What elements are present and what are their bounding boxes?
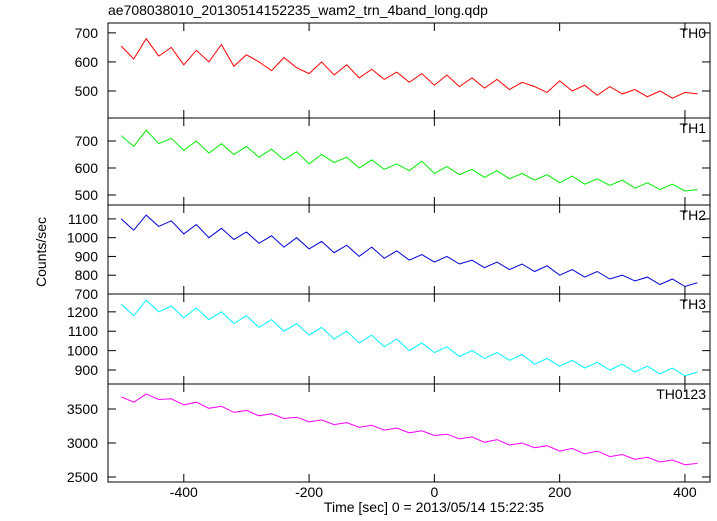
panel-label: TH0123	[656, 386, 706, 402]
y-tick-label: 900	[75, 248, 99, 264]
y-tick-label: 3000	[67, 435, 98, 451]
y-tick-label: 1100	[68, 323, 98, 339]
x-axis-label: Time [sec] 0 = 2013/05/14 15:22:35	[324, 499, 544, 515]
y-tick-label: 700	[75, 133, 99, 149]
y-tick-label: 1000	[67, 230, 98, 246]
data-line	[120, 129, 698, 192]
y-tick-label: 2500	[67, 469, 98, 485]
x-tick-label: 200	[548, 484, 572, 500]
data-line	[120, 299, 698, 377]
data-line	[120, 214, 698, 288]
panel-frame	[107, 204, 711, 295]
y-tick-label: 600	[75, 54, 99, 70]
y-tick-label: 900	[75, 362, 99, 378]
x-tick-label: -400	[170, 484, 198, 500]
panel-frame	[107, 383, 711, 483]
y-tick-label: 1100	[68, 211, 98, 227]
x-tick-label: -200	[295, 484, 323, 500]
y-tick-label: 600	[75, 160, 99, 176]
panel-frame	[107, 117, 711, 206]
panel-label: TH0	[680, 25, 707, 41]
y-axis-label: Counts/sec	[33, 217, 49, 287]
y-tick-label: 500	[75, 187, 99, 203]
panel-frame	[107, 293, 711, 385]
chart-title: ae708038010_20130514152235_wam2_trn_4ban…	[108, 2, 488, 18]
panel-label: TH2	[680, 207, 707, 223]
y-tick-label: 1200	[67, 304, 98, 320]
panel-frame	[107, 22, 711, 119]
x-tick-label: 0	[430, 484, 438, 500]
data-line	[120, 37, 698, 99]
x-tick-label: 400	[673, 484, 697, 500]
y-tick-label: 700	[75, 286, 99, 302]
y-tick-label: 800	[75, 267, 99, 283]
y-tick-label: 500	[75, 83, 99, 99]
panel-label: TH3	[680, 296, 707, 312]
y-tick-label: 700	[75, 25, 99, 41]
panel-label: TH1	[680, 120, 707, 136]
data-line	[121, 393, 698, 466]
y-tick-label: 3500	[67, 401, 98, 417]
y-tick-label: 1000	[67, 343, 98, 359]
